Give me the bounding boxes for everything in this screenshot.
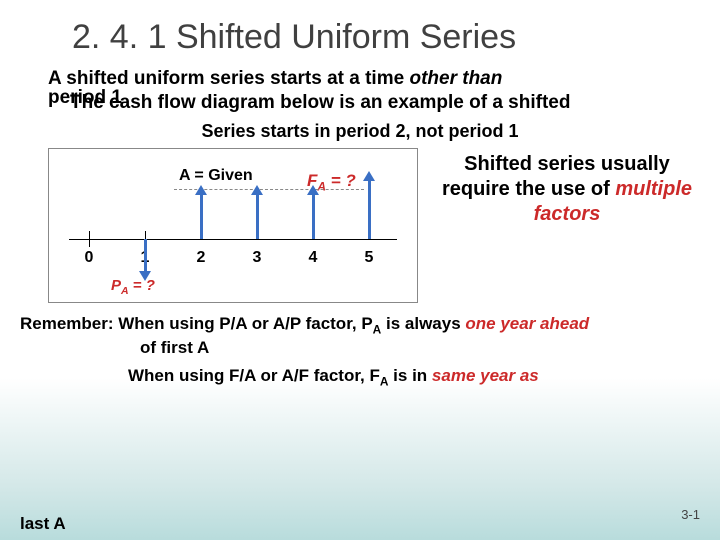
pa-eq: = ? [129,277,155,294]
tick-label-3: 3 [253,249,262,267]
fa-line-a: When using F/A or A/F factor, F [128,366,380,385]
arrow-up-icon [368,179,371,239]
pa-p: P [111,277,121,294]
remember-b: is always [381,314,465,333]
tick-label-2: 2 [197,249,206,267]
fa-line: When using F/A or A/F factor, FA is in s… [0,359,720,390]
pa-label: PA = ? [111,277,155,297]
remember-a: Remember: When using P/A or A/P factor, … [20,314,373,333]
tick-label-5: 5 [365,249,374,267]
arrow-down-icon [144,239,147,273]
slide-title: 2. 4. 1 Shifted Uniform Series [0,0,720,57]
tick-label-0: 0 [85,249,94,267]
intro-text-b: other than [409,68,502,89]
para2-wrap: period 1 The cash flow diagram below is … [0,91,720,115]
a-given-label: A = Given [179,167,253,185]
page-number: 3-1 [681,507,700,522]
narrative-text: Shifted series usually require the use o… [434,148,700,303]
arrow-up-icon [256,193,259,239]
fa-line-b: is in [388,366,431,385]
period1-overlay: period 1 [48,87,122,109]
remember-block: Remember: When using P/A or A/P factor, … [0,303,720,360]
series-subcaption: Series starts in period 2, not period 1 [0,115,720,146]
intro-line2: The cash flow diagram below is an exampl… [48,91,700,115]
remember-sub: A [373,322,382,336]
arrow-up-icon [200,193,203,239]
arrow-up-icon [312,193,315,239]
fa-line-c: same year as [432,366,539,385]
cashflow-diagram: A = Given FA = ? 0 1 2 3 4 5 PA = ? [48,148,418,303]
mid-row: A = Given FA = ? 0 1 2 3 4 5 PA = ? Shif… [0,146,720,303]
last-a-label: last A [20,514,66,534]
remember-c: one year ahead [465,314,589,333]
remember-line2: of first A [20,337,700,359]
tick [89,231,90,247]
fa-eq: = ? [326,171,356,190]
timeline [69,239,397,240]
intro-paragraph: A shifted uniform series starts at a tim… [0,57,720,91]
tick-label-4: 4 [309,249,318,267]
pa-sub: A [121,285,129,297]
